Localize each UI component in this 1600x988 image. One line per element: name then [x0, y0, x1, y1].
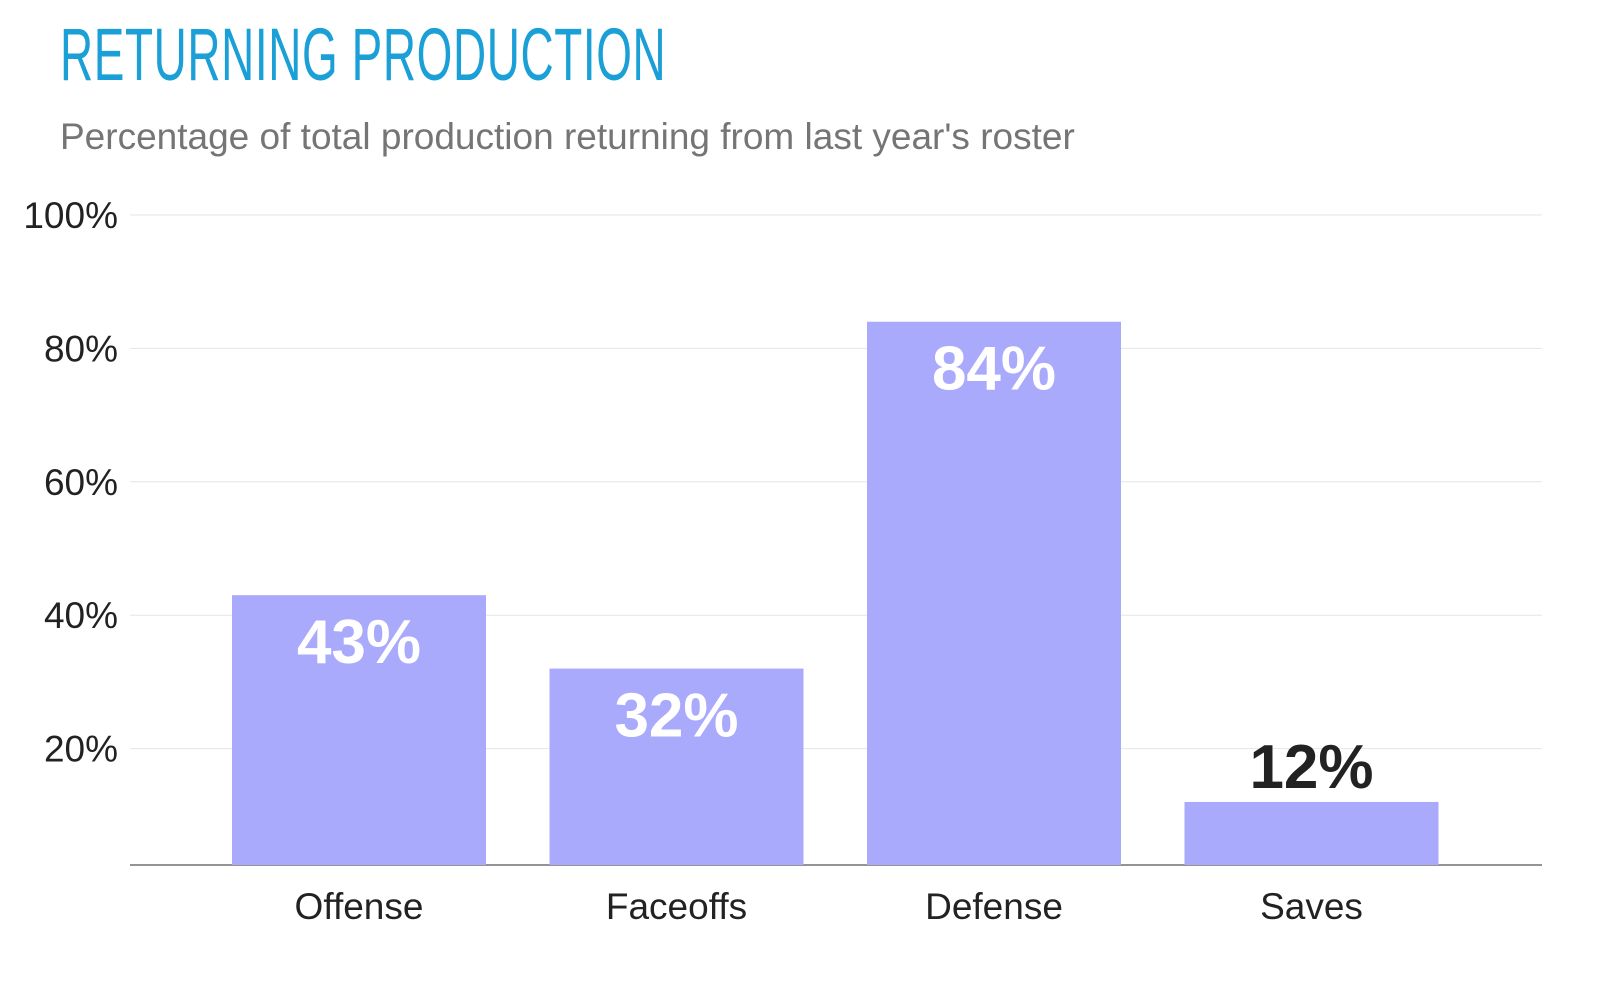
- x-tick-label: Saves: [1260, 886, 1363, 927]
- y-tick-label: 40%: [44, 595, 118, 636]
- y-tick-label: 100%: [23, 195, 118, 236]
- bar-saves: [1184, 801, 1439, 865]
- x-tick-label: Faceoffs: [606, 886, 747, 927]
- x-tick-label: Offense: [295, 886, 424, 927]
- y-tick-label: 60%: [44, 462, 118, 503]
- chart-subtitle: Percentage of total production returning…: [60, 116, 1075, 157]
- chart-title: RETURNING PRODUCTION: [60, 13, 667, 96]
- data-label: 84%: [932, 335, 1056, 404]
- y-tick-label: 20%: [44, 729, 118, 770]
- bar-offense: [232, 595, 486, 865]
- bar-defense: [867, 321, 1121, 866]
- data-label: 12%: [1249, 733, 1373, 802]
- bar-faceoffs: [549, 668, 804, 865]
- data-label: 43%: [297, 608, 421, 677]
- y-tick-label: 80%: [44, 328, 118, 369]
- data-label: 32%: [614, 682, 738, 751]
- x-tick-label: Defense: [925, 886, 1063, 927]
